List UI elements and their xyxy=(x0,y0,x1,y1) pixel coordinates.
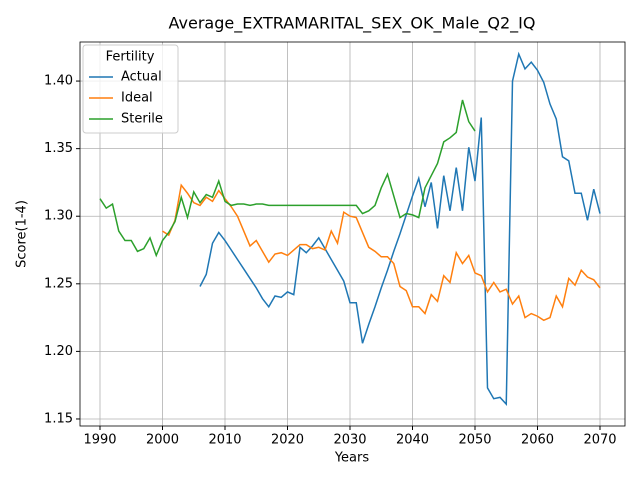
x-tick-label: 2040 xyxy=(396,433,429,448)
series-line xyxy=(199,51,601,406)
x-tick-label: 2030 xyxy=(333,433,366,448)
series-line xyxy=(162,183,601,322)
x-tick-label: 2050 xyxy=(458,433,491,448)
legend-box xyxy=(82,44,179,134)
y-tick-label: 1.35 xyxy=(44,141,73,156)
x-tick-label: 2020 xyxy=(271,433,304,448)
x-tick-label: 2010 xyxy=(208,433,241,448)
legend-label: Ideal xyxy=(121,91,153,106)
y-tick-label: 1.30 xyxy=(44,209,73,224)
x-tick-label: 2060 xyxy=(521,433,554,448)
series-line xyxy=(99,99,476,258)
legend-label: Sterile xyxy=(121,112,163,127)
y-axis-label: Score(1-4) xyxy=(15,200,30,268)
chart-title: Average_EXTRAMARITAL_SEX_OK_Male_Q2_IQ xyxy=(169,14,536,34)
x-tick-label: 1990 xyxy=(83,433,116,448)
y-tick-label: 1.15 xyxy=(44,411,73,426)
plot-frame xyxy=(79,41,626,427)
x-axis-label: Years xyxy=(334,451,370,466)
x-tick-label: 2070 xyxy=(583,433,616,448)
legend-title: Fertility xyxy=(106,50,155,65)
y-tick-label: 1.25 xyxy=(44,276,73,291)
x-tick-label: 2000 xyxy=(146,433,179,448)
legend-label: Actual xyxy=(121,70,162,85)
y-tick-label: 1.20 xyxy=(44,344,73,359)
y-tick-label: 1.40 xyxy=(44,74,73,89)
